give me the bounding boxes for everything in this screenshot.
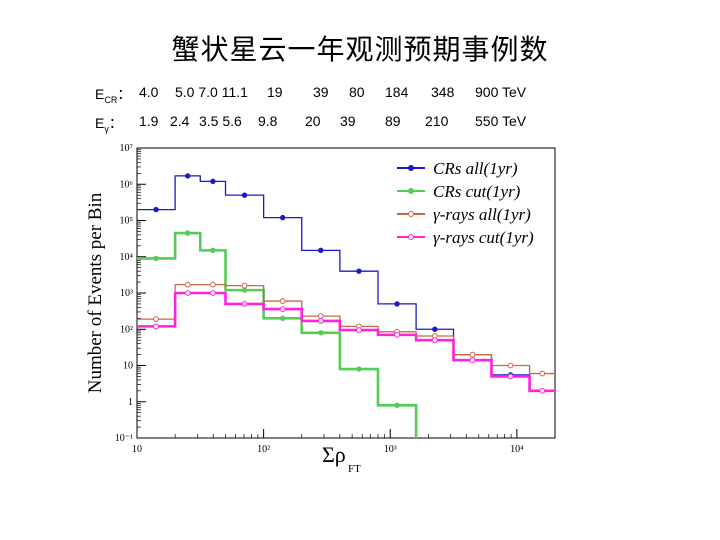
series-1 bbox=[137, 230, 418, 438]
cr-energy-label: ECR： bbox=[95, 86, 132, 105]
data-point bbox=[539, 370, 546, 377]
data-point bbox=[241, 192, 248, 198]
y-axis-title: Number of Events per Bin bbox=[85, 192, 106, 393]
y-tick-label: 1 bbox=[128, 397, 133, 408]
cr-energy-value: 5.0 7.0 11.1 bbox=[175, 84, 248, 100]
y-tick-label: 10⁵ bbox=[120, 216, 134, 227]
gamma-energy-value: 20 bbox=[305, 113, 321, 129]
series-step-line bbox=[137, 231, 418, 438]
data-point bbox=[210, 247, 216, 254]
y-tick-label: 10 bbox=[123, 361, 133, 372]
gamma-energy-value: 210 bbox=[425, 113, 449, 129]
y-tick-label: 10⁶ bbox=[120, 179, 134, 190]
gamma-energy-label: Eγ： bbox=[95, 115, 123, 134]
gamma-energy-value: 89 bbox=[385, 113, 401, 129]
gamma-energy-value: 39 bbox=[340, 113, 356, 129]
page-title: 蟹状星云一年观测预期事例数 bbox=[171, 33, 549, 66]
data-point bbox=[153, 255, 159, 262]
legend: CRs all(1yr) CRs cut(1yr) γ-rays all(1yr) γ… bbox=[397, 159, 534, 247]
data-point bbox=[184, 173, 191, 179]
legend-label: CRs all(1yr) bbox=[433, 159, 518, 178]
data-point bbox=[469, 351, 476, 358]
data-point bbox=[317, 313, 324, 320]
data-point bbox=[507, 373, 514, 380]
legend-label: γ-rays cut(1yr) bbox=[433, 228, 534, 247]
data-point bbox=[279, 315, 286, 322]
data-point bbox=[317, 317, 324, 324]
data-point bbox=[209, 290, 216, 296]
y-tick-label: 10⁴ bbox=[120, 252, 134, 263]
data-point bbox=[318, 330, 324, 336]
legend-label: γ-rays all(1yr) bbox=[433, 205, 531, 224]
data-point bbox=[356, 327, 362, 333]
cr-energy-value: 184 bbox=[385, 84, 409, 100]
data-point bbox=[356, 268, 362, 274]
y-tick-label: 10⁻¹ bbox=[115, 433, 133, 444]
x-tick-label: 10³ bbox=[384, 444, 397, 455]
x-tick-label: 10⁴ bbox=[510, 444, 524, 455]
legend-label: CRs cut(1yr) bbox=[433, 182, 521, 201]
data-point bbox=[279, 306, 286, 312]
data-point bbox=[394, 301, 400, 307]
data-point bbox=[241, 301, 248, 307]
y-tick-label: 10³ bbox=[120, 288, 133, 299]
series-step-line bbox=[137, 291, 555, 393]
data-point bbox=[153, 316, 159, 323]
data-point bbox=[279, 298, 286, 304]
data-point bbox=[153, 206, 159, 213]
gamma-energy-value: 1.9 bbox=[139, 113, 159, 129]
cr-energy-value: 4.0 bbox=[139, 84, 159, 100]
data-point bbox=[210, 178, 216, 185]
data-point bbox=[241, 287, 248, 293]
data-point bbox=[279, 214, 286, 221]
legend-swatch-marker bbox=[408, 211, 414, 217]
data-point bbox=[153, 323, 159, 330]
data-point bbox=[209, 281, 216, 288]
x-tick-label: 10 bbox=[132, 444, 142, 455]
y-tick-label: 10⁷ bbox=[120, 143, 134, 154]
data-point bbox=[356, 366, 362, 372]
data-point bbox=[431, 337, 438, 344]
x-tick-label: 10² bbox=[257, 444, 270, 455]
data-point bbox=[432, 326, 438, 332]
legend-swatch-marker bbox=[408, 165, 414, 171]
data-point bbox=[241, 282, 248, 289]
cr-energy-value: 348 bbox=[431, 84, 455, 100]
series-3 bbox=[137, 290, 555, 394]
cr-energy-value: 19 bbox=[267, 84, 283, 100]
data-point bbox=[394, 331, 400, 338]
gamma-energy-value: 2.4 bbox=[170, 113, 190, 129]
gamma-energy-value: 9.8 bbox=[258, 113, 278, 129]
data-point bbox=[184, 290, 191, 296]
cr-energy-value: 900 TeV bbox=[475, 84, 527, 100]
data-point bbox=[507, 362, 514, 369]
cr-energy-value: 39 bbox=[313, 84, 329, 100]
legend-swatch-marker bbox=[408, 234, 414, 240]
axis-labels: 10⁻¹ 1 10 10² 10³ 10⁴ 10⁵ 10⁶ 10⁷ 10 10² 10³ 10⁴ Numb… bbox=[85, 143, 524, 475]
series-layer bbox=[137, 173, 555, 438]
data-point bbox=[184, 230, 191, 236]
x-axis-title: Σρ bbox=[322, 442, 346, 467]
data-point bbox=[469, 357, 476, 364]
x-axis-title-sub: FT bbox=[348, 463, 361, 475]
data-point bbox=[539, 387, 546, 394]
data-point bbox=[394, 402, 400, 408]
data-point bbox=[184, 281, 191, 288]
y-tick-label: 10² bbox=[120, 324, 133, 335]
data-point bbox=[318, 247, 324, 254]
gamma-energy-value: 3.5 5.6 bbox=[199, 113, 242, 129]
cr-energy-value: 80 bbox=[349, 84, 365, 100]
legend-swatch-marker bbox=[408, 188, 414, 194]
plot-frame bbox=[136, 147, 556, 439]
gamma-energy-value: 550 TeV bbox=[475, 113, 527, 129]
